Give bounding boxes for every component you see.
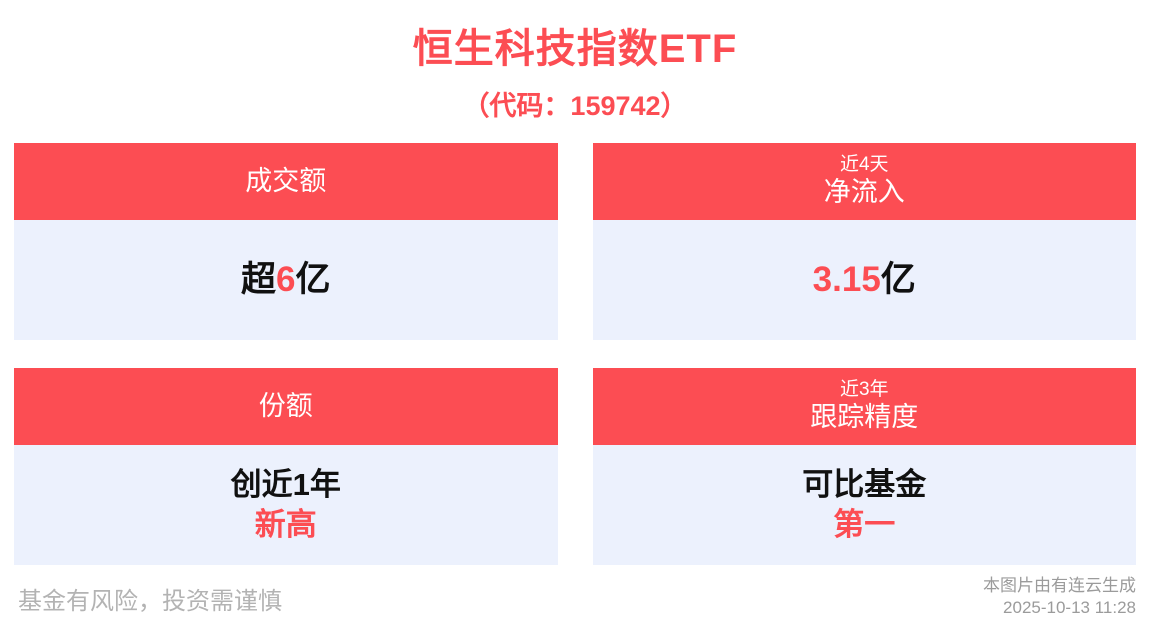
turnover-value-prefix: 超 [241, 259, 277, 299]
card-net-inflow: 近4天 净流入 3.15亿 [592, 143, 1136, 340]
turnover-value-number: 6 [276, 259, 296, 299]
tracking-value-line2: 第一 [833, 507, 896, 542]
card-tracking-accuracy-title: 跟踪精度 [810, 401, 919, 432]
fund-code: （代码：159742） [462, 91, 688, 121]
card-net-inflow-title: 净流入 [823, 176, 905, 207]
card-tracking-accuracy-body: 可比基金 第一 [592, 445, 1136, 565]
card-tracking-accuracy: 近3年 跟踪精度 可比基金 第一 [592, 368, 1136, 565]
generation-credit: 本图片由有连云生成 2025-10-13 11:28 [983, 575, 1136, 619]
card-shares-body: 创近1年 新高 [14, 445, 558, 565]
card-shares-header: 份额 [14, 368, 558, 445]
card-turnover-title: 成交额 [245, 165, 327, 196]
net-inflow-period: 近4天 [839, 154, 889, 176]
credit-timestamp: 2025-10-13 11:28 [1003, 597, 1136, 617]
card-net-inflow-header: 近4天 净流入 [592, 143, 1136, 220]
page-title: 恒生科技指数ETF [412, 27, 738, 71]
card-shares: 份额 创近1年 新高 [14, 368, 558, 565]
risk-disclaimer: 基金有风险，投资需谨慎 [18, 588, 282, 615]
card-tracking-accuracy-header: 近3年 跟踪精度 [592, 368, 1136, 445]
stat-card-grid: 成交额 超6亿 近4天 净流入 3.15亿 份额 创近1年 新高 [14, 143, 1136, 565]
turnover-value: 超6亿 [241, 259, 331, 300]
shares-value-line2: 新高 [254, 507, 317, 542]
net-inflow-value-number: 3.15 [812, 259, 881, 299]
tracking-value-line1: 可比基金 [802, 466, 927, 502]
net-inflow-value: 3.15亿 [812, 259, 916, 300]
card-shares-title: 份额 [258, 390, 313, 421]
net-inflow-value-unit: 亿 [880, 259, 916, 299]
turnover-value-unit: 亿 [295, 259, 331, 299]
card-net-inflow-body: 3.15亿 [592, 220, 1136, 340]
card-turnover-header: 成交额 [14, 143, 558, 220]
card-turnover-body: 超6亿 [14, 220, 558, 340]
card-turnover: 成交额 超6亿 [14, 143, 558, 340]
shares-value-line1: 创近1年 [230, 466, 341, 502]
tracking-accuracy-period: 近3年 [839, 379, 889, 401]
credit-source: 本图片由有连云生成 [983, 575, 1136, 595]
